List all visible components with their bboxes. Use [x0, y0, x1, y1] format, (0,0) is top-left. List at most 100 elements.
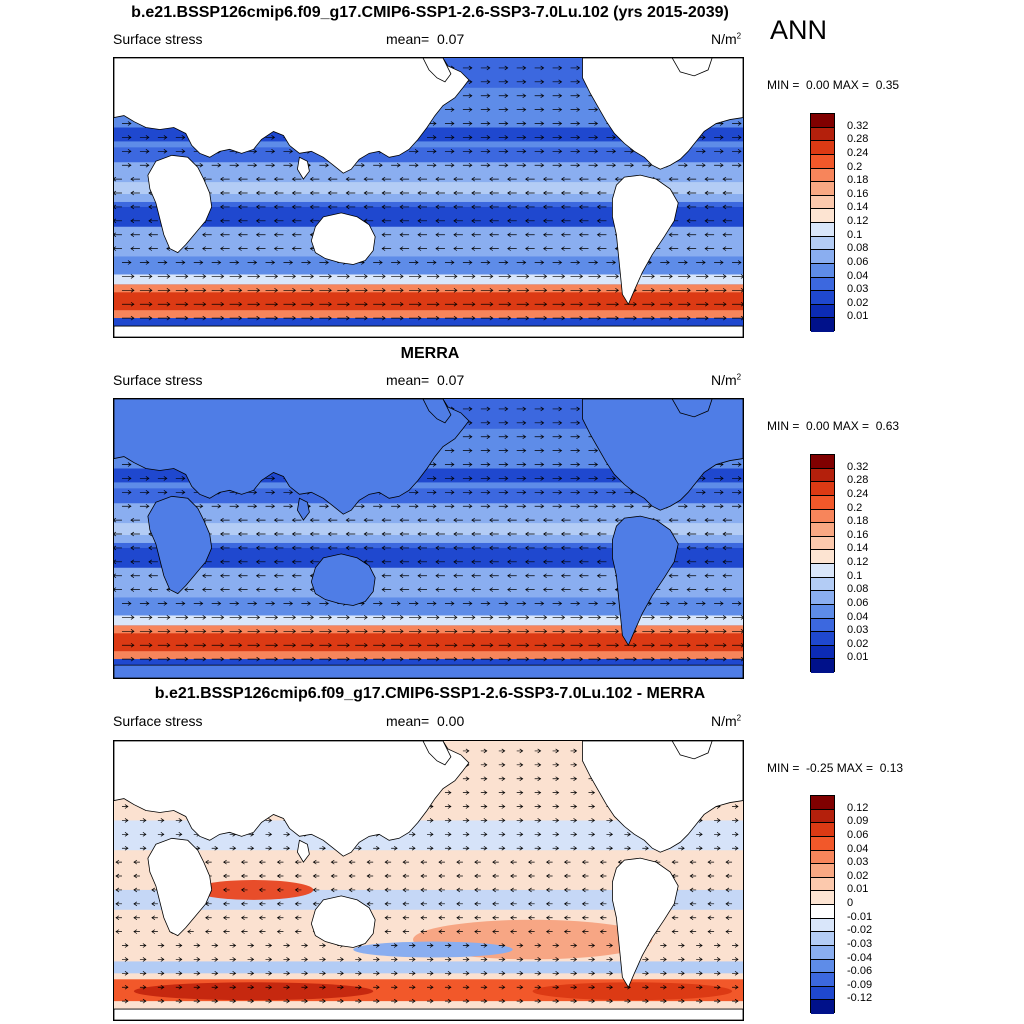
colorbar-swatch [811, 618, 834, 633]
colorbar-swatch [811, 809, 834, 824]
land-outline [582, 58, 743, 170]
colorbar-swatch [811, 223, 834, 237]
colorbar-tick-label: 0.28 [847, 474, 869, 487]
colorbar-swatch [811, 318, 834, 332]
colorbar-swatch [811, 973, 834, 987]
colorbar-swatch [811, 550, 834, 564]
season-label: ANN [770, 15, 828, 45]
land-outline [114, 664, 743, 678]
colorbar-swatch [811, 168, 834, 183]
colorbar-swatch [811, 877, 834, 892]
colorbar-swatch [811, 195, 834, 210]
land-outline [422, 58, 452, 83]
panel-1-colorbar [810, 113, 835, 332]
panel-1-colorbar-labels: 0.32 0.28 0.24 0.2 0.18 0.16 0.14 0.12 0.1 0.08 0.… [847, 113, 907, 331]
colorbar-tick-label: 0.04 [847, 842, 869, 855]
panel-1-units: N/m2 [711, 31, 742, 47]
colorbar-swatch [811, 864, 834, 878]
colorbar-swatch [811, 577, 834, 592]
panel-2-mean: mean= 0.07 [386, 372, 464, 388]
land-outline [422, 399, 452, 424]
colorbar-swatch [811, 182, 834, 196]
colorbar-tick-label: 0.01 [847, 310, 869, 323]
land-outline [310, 895, 376, 948]
colorbar-tick-label: -0.03 [847, 937, 873, 950]
colorbar-tick-label: 0.2 [847, 160, 863, 173]
land-outline [612, 515, 679, 647]
colorbar-tick-label: -0.09 [847, 978, 873, 991]
colorbar-swatch [811, 591, 834, 605]
colorbar-tick-label: 0.12 [847, 215, 869, 227]
land-outline [671, 399, 713, 418]
colorbar-tick-label: -0.12 [847, 992, 873, 1005]
colorbar-swatch [811, 659, 834, 673]
colorbar-tick-label: 0.2 [847, 501, 863, 514]
panel-3-mean: mean= 0.00 [386, 713, 464, 729]
colorbar-tick-label: 0.02 [847, 869, 869, 882]
colorbar-tick-label: 0.12 [847, 556, 869, 568]
colorbar-tick-label: 0.01 [847, 883, 869, 896]
land-outline [582, 399, 743, 511]
colorbar-tick-label: 0.24 [847, 146, 869, 159]
colorbar-swatch [811, 114, 834, 128]
land-outline [582, 741, 743, 853]
land-outline [114, 1008, 743, 1020]
colorbar-tick-label: -0.01 [847, 910, 873, 923]
colorbar-tick-label: 0.24 [847, 487, 869, 500]
panel-3-colorbar [810, 795, 835, 1014]
colorbar-swatch [811, 536, 834, 551]
panel-1-variable: Surface stress [113, 31, 203, 47]
colorbar-swatch [811, 482, 834, 496]
colorbar-swatch [811, 455, 834, 469]
land-outline [147, 495, 213, 595]
colorbar-swatch [811, 127, 834, 142]
panel-2-title: MERRA [400, 345, 460, 362]
colorbar-swatch [811, 250, 834, 264]
colorbar-tick-label: 0.32 [847, 119, 869, 132]
colorbar-tick-label: 0.02 [847, 637, 869, 650]
colorbar-swatch [811, 918, 834, 933]
colorbar-swatch [811, 291, 834, 305]
panel-1-mean-value: 0.07 [436, 31, 465, 47]
colorbar-tick-label: 0.18 [847, 515, 869, 528]
land-outline [310, 553, 376, 606]
colorbar-tick-label: 0.06 [847, 596, 869, 609]
colorbar-swatch [811, 796, 834, 810]
colorbar-tick-label: 0 [847, 897, 854, 909]
colorbar-swatch [811, 632, 834, 646]
colorbar-tick-label: 0.08 [847, 583, 869, 596]
colorbar-swatch [811, 891, 834, 905]
panel-2-colorbar [810, 454, 835, 673]
colorbar-tick-label: 0.16 [847, 528, 869, 541]
colorbar-tick-label: 0.12 [847, 801, 869, 814]
panel-3-mean-value: 0.00 [436, 713, 465, 729]
panel-2-minmax: MIN = 0.00 MAX = 0.63 [767, 419, 900, 433]
colorbar-swatch [811, 304, 834, 319]
colorbar-swatch [811, 263, 834, 278]
land-outline [114, 741, 470, 857]
colorbar-tick-label: 0.32 [847, 460, 869, 473]
colorbar-tick-label: 0.14 [847, 201, 869, 214]
panel-3-title: b.e21.BSSP126cmip6.f09_g17.CMIP6-SSP1-2.… [154, 685, 706, 702]
panel-2-surface-stress-map [113, 398, 744, 679]
panel-2-mean-value: 0.07 [436, 372, 465, 388]
panel-2-variable: Surface stress [113, 372, 203, 388]
land-outline [422, 741, 452, 766]
colorbar-swatch [811, 209, 834, 223]
land-outline [296, 497, 310, 521]
colorbar-tick-label: 0.06 [847, 828, 869, 841]
colorbar-swatch [811, 236, 834, 251]
colorbar-tick-label: 0.01 [847, 651, 869, 664]
colorbar-swatch [811, 959, 834, 974]
panel-1-minmax: MIN = 0.00 MAX = 0.35 [767, 78, 900, 92]
panel-2-mean-label: mean= [386, 372, 430, 388]
colorbar-swatch [811, 645, 834, 660]
colorbar-swatch [811, 850, 834, 865]
colorbar-tick-label: -0.02 [847, 924, 873, 937]
colorbar-tick-label: 0.03 [847, 856, 869, 869]
panel-1-mean-label: mean= [386, 31, 430, 47]
colorbar-swatch [811, 509, 834, 524]
colorbar-tick-label: 0.14 [847, 542, 869, 555]
colorbar-swatch [811, 154, 834, 169]
colorbar-tick-label: 0.18 [847, 174, 869, 187]
